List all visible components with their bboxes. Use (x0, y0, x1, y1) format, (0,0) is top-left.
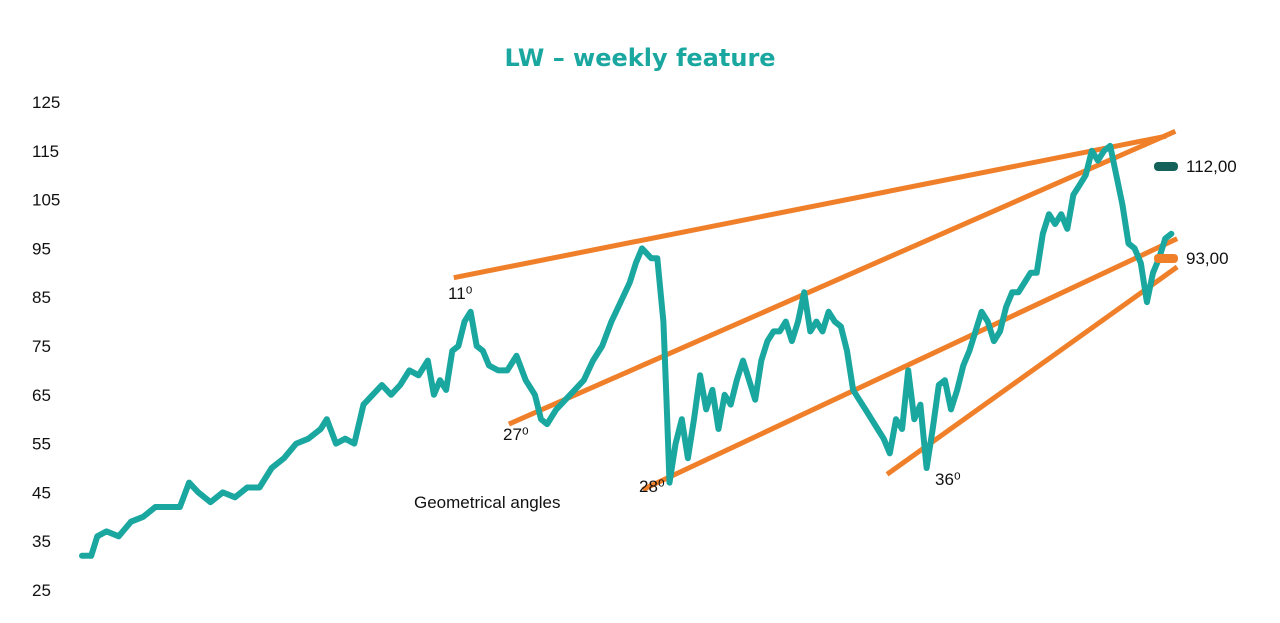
price-marker-label: 93,00 (1186, 249, 1229, 268)
y-tick-label: 55 (32, 435, 51, 454)
angle-label: 28⁰ (639, 477, 665, 496)
y-tick-label: 25 (32, 581, 51, 600)
price-marker-label: 112,00 (1186, 157, 1237, 176)
y-tick-label: 75 (32, 337, 51, 356)
trendline (641, 236, 1179, 492)
chart-title: LW – weekly feature (504, 44, 775, 72)
y-tick-label: 125 (32, 93, 60, 112)
trendline (885, 264, 1179, 477)
trendline-layer (453, 128, 1179, 492)
angle-label: 27⁰ (503, 425, 529, 444)
y-tick-label: 95 (32, 239, 51, 258)
price-marker-swatch (1154, 254, 1178, 263)
angle-label: 36⁰ (935, 470, 961, 489)
y-tick-label: 35 (32, 532, 51, 551)
angle-label-layer: 11⁰ 27⁰ 28⁰ 36⁰ (448, 284, 961, 496)
y-axis: 125 115 105 95 85 75 65 55 45 35 25 (32, 93, 60, 600)
angle-label: 11⁰ (448, 284, 473, 303)
y-tick-label: 105 (32, 191, 60, 210)
geometric-angles-note: Geometrical angles (414, 493, 560, 512)
y-tick-label: 45 (32, 483, 51, 502)
y-tick-label: 65 (32, 386, 51, 405)
trendline (453, 133, 1167, 281)
y-tick-label: 85 (32, 288, 51, 307)
price-line-layer (79, 142, 1175, 559)
trendline (507, 128, 1177, 427)
y-tick-label: 115 (32, 142, 59, 161)
price-marker-layer: 112,00 93,00 (1154, 157, 1237, 268)
price-series-line (79, 142, 1175, 559)
price-marker-swatch (1154, 162, 1178, 171)
